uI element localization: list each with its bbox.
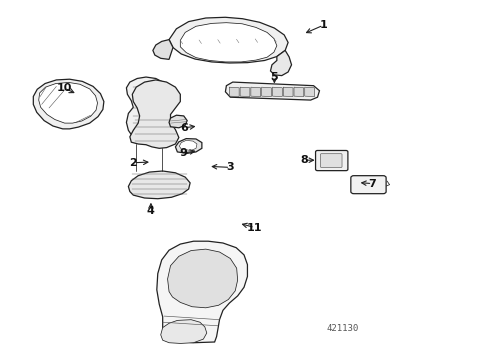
Polygon shape — [262, 87, 271, 96]
Polygon shape — [294, 87, 304, 96]
Polygon shape — [128, 171, 190, 199]
FancyBboxPatch shape — [316, 150, 348, 171]
Polygon shape — [168, 249, 238, 308]
Polygon shape — [283, 87, 293, 96]
Polygon shape — [126, 77, 168, 144]
Polygon shape — [157, 241, 247, 343]
Text: 9: 9 — [180, 148, 188, 158]
Polygon shape — [225, 82, 319, 100]
FancyBboxPatch shape — [351, 176, 386, 194]
Polygon shape — [251, 87, 261, 96]
Text: 8: 8 — [300, 155, 308, 165]
Polygon shape — [130, 80, 180, 148]
Polygon shape — [175, 139, 202, 153]
Polygon shape — [270, 50, 292, 76]
Text: 6: 6 — [180, 123, 188, 133]
Polygon shape — [39, 82, 98, 123]
Text: 421130: 421130 — [327, 324, 359, 333]
Text: 3: 3 — [226, 162, 234, 172]
Polygon shape — [169, 115, 187, 128]
Polygon shape — [305, 87, 315, 96]
Polygon shape — [180, 23, 277, 62]
Text: 4: 4 — [147, 206, 155, 216]
Text: 5: 5 — [270, 72, 278, 82]
Text: 1: 1 — [319, 20, 327, 30]
Text: 2: 2 — [129, 158, 137, 168]
Text: 10: 10 — [57, 83, 73, 93]
FancyBboxPatch shape — [320, 154, 342, 167]
Text: 11: 11 — [247, 222, 263, 233]
Text: 7: 7 — [368, 179, 376, 189]
Polygon shape — [169, 17, 288, 63]
Polygon shape — [179, 140, 197, 150]
Polygon shape — [161, 320, 207, 343]
Polygon shape — [33, 79, 104, 129]
Polygon shape — [240, 87, 250, 96]
Polygon shape — [229, 87, 239, 96]
Polygon shape — [153, 40, 173, 59]
Polygon shape — [272, 87, 282, 96]
